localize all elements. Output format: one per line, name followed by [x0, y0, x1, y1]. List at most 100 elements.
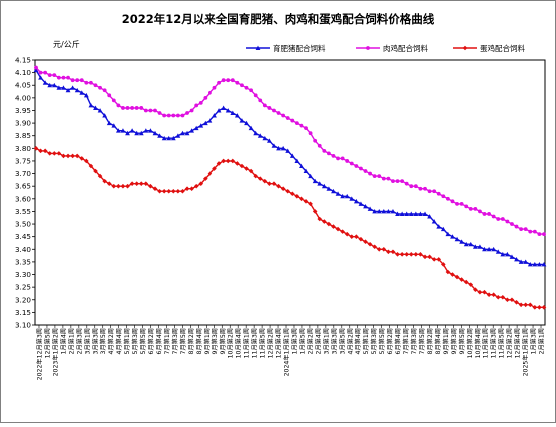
data-point [496, 217, 501, 221]
data-point [212, 113, 217, 118]
x-tick-label: 6月第2周 [147, 328, 155, 354]
data-point [276, 145, 281, 151]
data-point [97, 173, 103, 179]
data-point [400, 179, 405, 184]
data-point [317, 216, 323, 222]
data-point [125, 183, 130, 189]
data-point [84, 158, 89, 164]
data-point [486, 246, 492, 252]
data-point [391, 179, 395, 184]
y-tick-label: 3.75 [15, 156, 31, 165]
data-point [454, 236, 460, 242]
data-point [285, 188, 291, 194]
data-point [353, 198, 359, 204]
x-tick-label: 5月第5周 [139, 328, 147, 354]
data-point [61, 85, 66, 90]
data-point [47, 82, 53, 88]
data-point [153, 108, 157, 113]
data-point [289, 191, 295, 197]
data-point [51, 82, 57, 88]
x-tick-label: 1月第5周 [298, 328, 306, 354]
data-point [294, 121, 299, 125]
data-point [157, 133, 162, 138]
x-tick-label: 2月第1周 [538, 328, 546, 354]
x-tick-label: 7月第5周 [179, 328, 187, 354]
data-point [42, 148, 48, 154]
data-point [89, 80, 93, 85]
data-point [472, 244, 478, 249]
y-tick-label: 3.20 [15, 295, 31, 304]
data-point [267, 181, 272, 186]
data-point [372, 209, 378, 214]
data-point [450, 272, 455, 277]
data-point [381, 246, 387, 252]
x-tick-label: 12月第5周 [43, 328, 51, 358]
data-point [326, 221, 332, 227]
y-tick-label: 3.30 [15, 270, 31, 279]
data-point [257, 176, 263, 181]
x-tick-label: 8月第2周 [426, 328, 434, 354]
data-point [459, 277, 464, 282]
data-point [349, 234, 355, 239]
data-point [509, 297, 515, 303]
x-tick-label: 3月第3周 [91, 328, 99, 354]
data-point [528, 229, 533, 234]
y-tick-label: 4.15 [15, 56, 31, 65]
series-line [35, 67, 544, 235]
data-point [212, 85, 217, 90]
data-point [500, 294, 506, 300]
data-point [34, 65, 38, 70]
y-tick-label: 3.45 [15, 232, 31, 241]
data-point [111, 98, 116, 103]
data-point [148, 183, 153, 189]
data-point [47, 73, 52, 78]
data-point [294, 193, 300, 199]
data-point [262, 135, 268, 141]
data-point [422, 211, 428, 216]
data-point [93, 83, 98, 88]
data-point [335, 191, 341, 196]
data-point [478, 209, 482, 214]
data-point [171, 113, 176, 118]
data-point [212, 166, 217, 171]
x-tick-label: 4月第4周 [354, 328, 362, 354]
data-point [527, 302, 533, 308]
data-point [38, 148, 43, 154]
data-point [440, 226, 446, 232]
y-tick-label: 4.05 [15, 81, 31, 90]
data-point [336, 156, 340, 161]
data-point [129, 128, 135, 133]
data-point [106, 181, 112, 186]
data-point [290, 118, 295, 123]
data-point [225, 108, 231, 113]
data-point [514, 224, 519, 229]
data-point [244, 120, 249, 126]
data-point [491, 214, 496, 219]
data-point [363, 239, 368, 245]
x-tick-label: 9月第1周 [442, 328, 450, 354]
legend-marker [255, 45, 261, 50]
data-point [281, 113, 286, 118]
data-point [134, 130, 140, 136]
data-point [303, 168, 309, 174]
data-point [189, 186, 194, 192]
data-point [248, 125, 254, 131]
data-point [79, 78, 84, 83]
data-point [52, 151, 57, 156]
data-point [519, 227, 524, 231]
data-point [262, 103, 267, 108]
data-point [331, 224, 336, 229]
data-point [38, 75, 43, 80]
data-point [436, 224, 442, 229]
data-point [468, 282, 474, 287]
data-point [463, 279, 469, 285]
data-point [477, 244, 483, 249]
data-point [468, 207, 473, 211]
data-point [409, 184, 414, 189]
x-tick-label: 3月第5周 [338, 328, 346, 354]
x-tick-label: 9月第5周 [219, 328, 227, 354]
data-point [450, 199, 455, 204]
data-point [510, 222, 514, 226]
legend-label: 蛋鸡配合饲料 [480, 43, 525, 53]
